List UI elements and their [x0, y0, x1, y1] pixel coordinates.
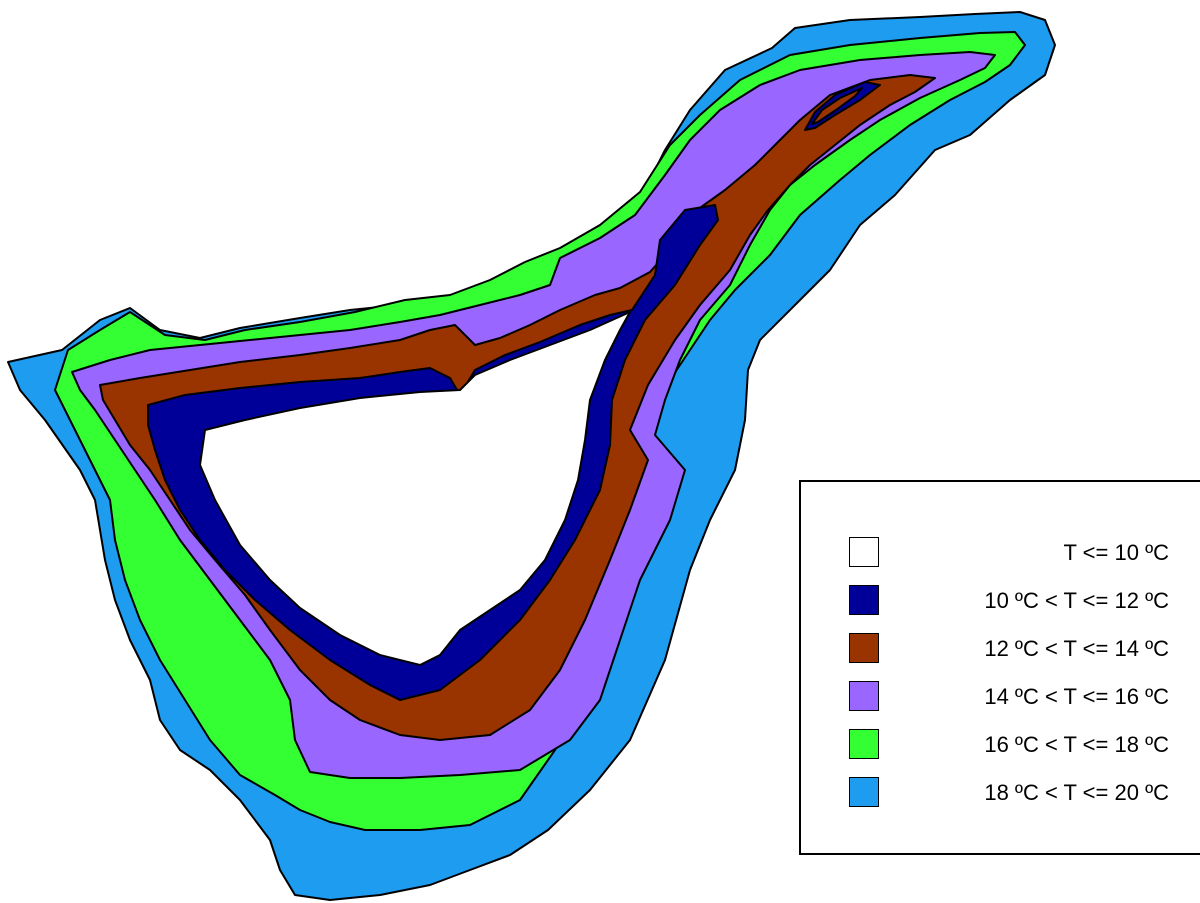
- legend-item-le-10: T <= 10 ºC: [849, 537, 1169, 571]
- legend-label: 16 ºC < T <= 18 ºC: [984, 732, 1169, 757]
- legend-swatch: [849, 633, 879, 663]
- legend-swatch: [849, 537, 879, 567]
- legend-item-10-12: 10 ºC < T <= 12 ºC: [849, 585, 1169, 619]
- band-le-10-peak-inner: [811, 87, 863, 125]
- legend-label: 18 ºC < T <= 20 ºC: [984, 780, 1169, 805]
- legend-label: 10 ºC < T <= 12 ºC: [984, 588, 1169, 613]
- legend-item-16-18: 16 ºC < T <= 18 ºC: [849, 729, 1169, 763]
- legend-item-18-20: 18 ºC < T <= 20 ºC: [849, 777, 1169, 811]
- legend-swatch: [849, 729, 879, 759]
- legend-label: T <= 10 ºC: [1063, 540, 1169, 565]
- legend-item-12-14: 12 ºC < T <= 14 ºC: [849, 633, 1169, 667]
- legend-swatch: [849, 681, 879, 711]
- legend-label: 12 ºC < T <= 14 ºC: [984, 636, 1169, 661]
- legend-swatch: [849, 585, 879, 615]
- legend-swatch: [849, 777, 879, 807]
- legend-label: 14 ºC < T <= 16 ºC: [984, 684, 1169, 709]
- legend-item-14-16: 14 ºC < T <= 16 ºC: [849, 681, 1169, 715]
- legend: T <= 10 ºC 10 ºC < T <= 12 ºC 12 ºC < T …: [799, 480, 1200, 855]
- band-le-10-core: [199, 311, 631, 666]
